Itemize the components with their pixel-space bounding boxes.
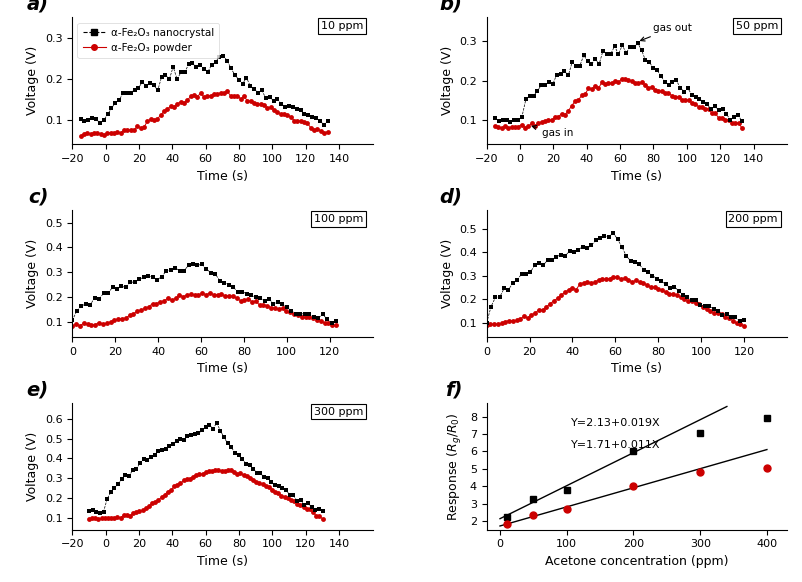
X-axis label: Time (s): Time (s): [610, 169, 662, 183]
Text: 300 ppm: 300 ppm: [314, 407, 363, 417]
Text: Y=1.71+0.011X: Y=1.71+0.011X: [570, 441, 659, 450]
Y-axis label: Voltage (V): Voltage (V): [440, 239, 453, 308]
Text: 100 ppm: 100 ppm: [314, 214, 363, 224]
Y-axis label: Voltage (V): Voltage (V): [26, 432, 39, 501]
Y-axis label: Voltage (V): Voltage (V): [26, 46, 39, 115]
X-axis label: Time (s): Time (s): [196, 169, 248, 183]
Text: 50 ppm: 50 ppm: [735, 22, 777, 31]
Text: c): c): [28, 187, 48, 207]
Y-axis label: Voltage (V): Voltage (V): [440, 46, 453, 115]
Text: Y=2.13+0.019X: Y=2.13+0.019X: [570, 418, 659, 428]
Y-axis label: Voltage (V): Voltage (V): [26, 239, 39, 308]
Text: 10 ppm: 10 ppm: [321, 22, 363, 31]
X-axis label: Time (s): Time (s): [196, 555, 248, 568]
X-axis label: Time (s): Time (s): [196, 362, 248, 375]
Text: gas out: gas out: [640, 23, 691, 41]
Text: d): d): [439, 187, 462, 207]
Text: f): f): [444, 380, 462, 399]
Legend: α-Fe₂O₃ nanocrystal, α-Fe₂O₃ powder: α-Fe₂O₃ nanocrystal, α-Fe₂O₃ powder: [77, 23, 219, 58]
Text: a): a): [26, 0, 48, 13]
X-axis label: Acetone concentration (ppm): Acetone concentration (ppm): [545, 555, 727, 568]
Y-axis label: Response ($R_g$/$R_0$): Response ($R_g$/$R_0$): [446, 412, 464, 520]
Text: e): e): [26, 380, 48, 399]
Text: b): b): [439, 0, 462, 13]
X-axis label: Time (s): Time (s): [610, 362, 662, 375]
Text: gas in: gas in: [532, 125, 573, 139]
Text: 200 ppm: 200 ppm: [727, 214, 777, 224]
